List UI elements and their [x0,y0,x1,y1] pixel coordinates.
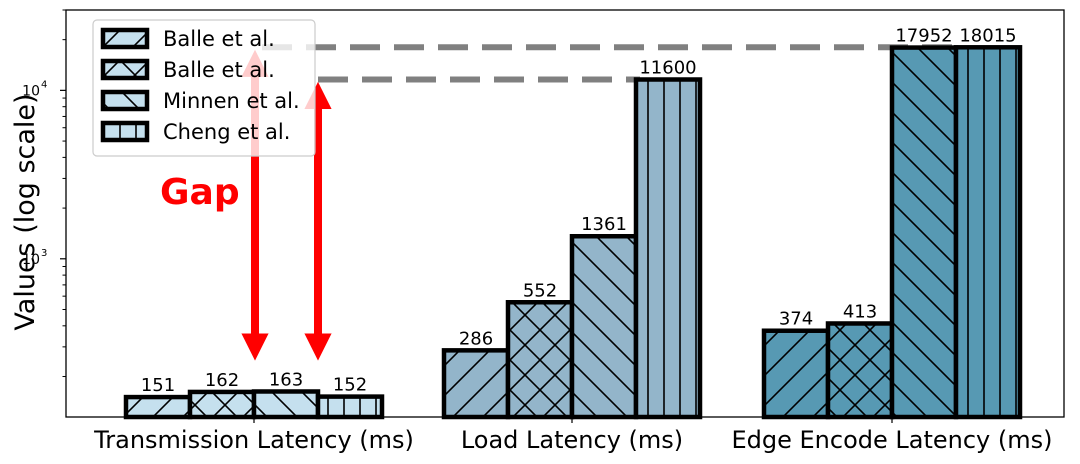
x-tick-label: Transmission Latency (ms) [93,426,414,454]
bar-value-label: 413 [843,301,877,322]
bar [825,321,895,420]
bars [123,45,1023,420]
legend-swatch [100,89,150,112]
x-tick-label: Edge Encode Latency (ms) [731,426,1052,454]
legend-swatch [100,120,150,143]
bar-value-label: 374 [779,309,813,330]
bar-value-label: 163 [269,369,303,390]
y-tick-exponent: 3 [41,248,47,259]
bar-value-label: 162 [205,370,239,391]
legend-label: Cheng et al. [163,120,290,144]
bar-value-label: 1361 [581,214,627,235]
plot-frame [65,9,1065,418]
bar-labels: 151 162 163 152 286 552 1361 11600 374 413 17952 18… [141,25,1017,396]
y-tick-exponent: 4 [41,79,47,90]
legend-swatch [100,58,150,81]
y-axis-label: Values (log scale) [10,93,41,330]
bar-value-label: 552 [523,280,557,301]
bar-value-label: 151 [141,375,175,396]
reference-lines [262,44,956,83]
bar [123,394,193,420]
legend: Balle et al. Balle et al. Minnen et al. Che… [92,19,316,157]
bar [761,328,831,420]
bar-value-label: 152 [333,375,367,396]
legend-swatch [100,27,150,50]
bar [441,348,511,420]
bar-value-label: 18015 [959,25,1016,46]
bar [953,45,1023,420]
gap-annotation: Gap [160,172,240,213]
bar-value-label: 17952 [895,26,952,47]
bar-value-label: 11600 [639,58,696,79]
bar [569,233,639,420]
legend-label: Balle et al. [163,58,275,82]
legend-label: Balle et al. [163,27,275,51]
bar [505,300,575,420]
legend-label: Minnen et al. [163,89,300,113]
bar [251,389,321,420]
y-tick-label: 10 [22,83,40,99]
bar [315,394,385,420]
bar [187,389,257,420]
bar [633,77,703,420]
bar [889,45,959,420]
y-tick-label: 10 [22,252,40,268]
bar-value-label: 286 [459,328,493,349]
x-tick-label: Load Latency (ms) [461,426,683,454]
